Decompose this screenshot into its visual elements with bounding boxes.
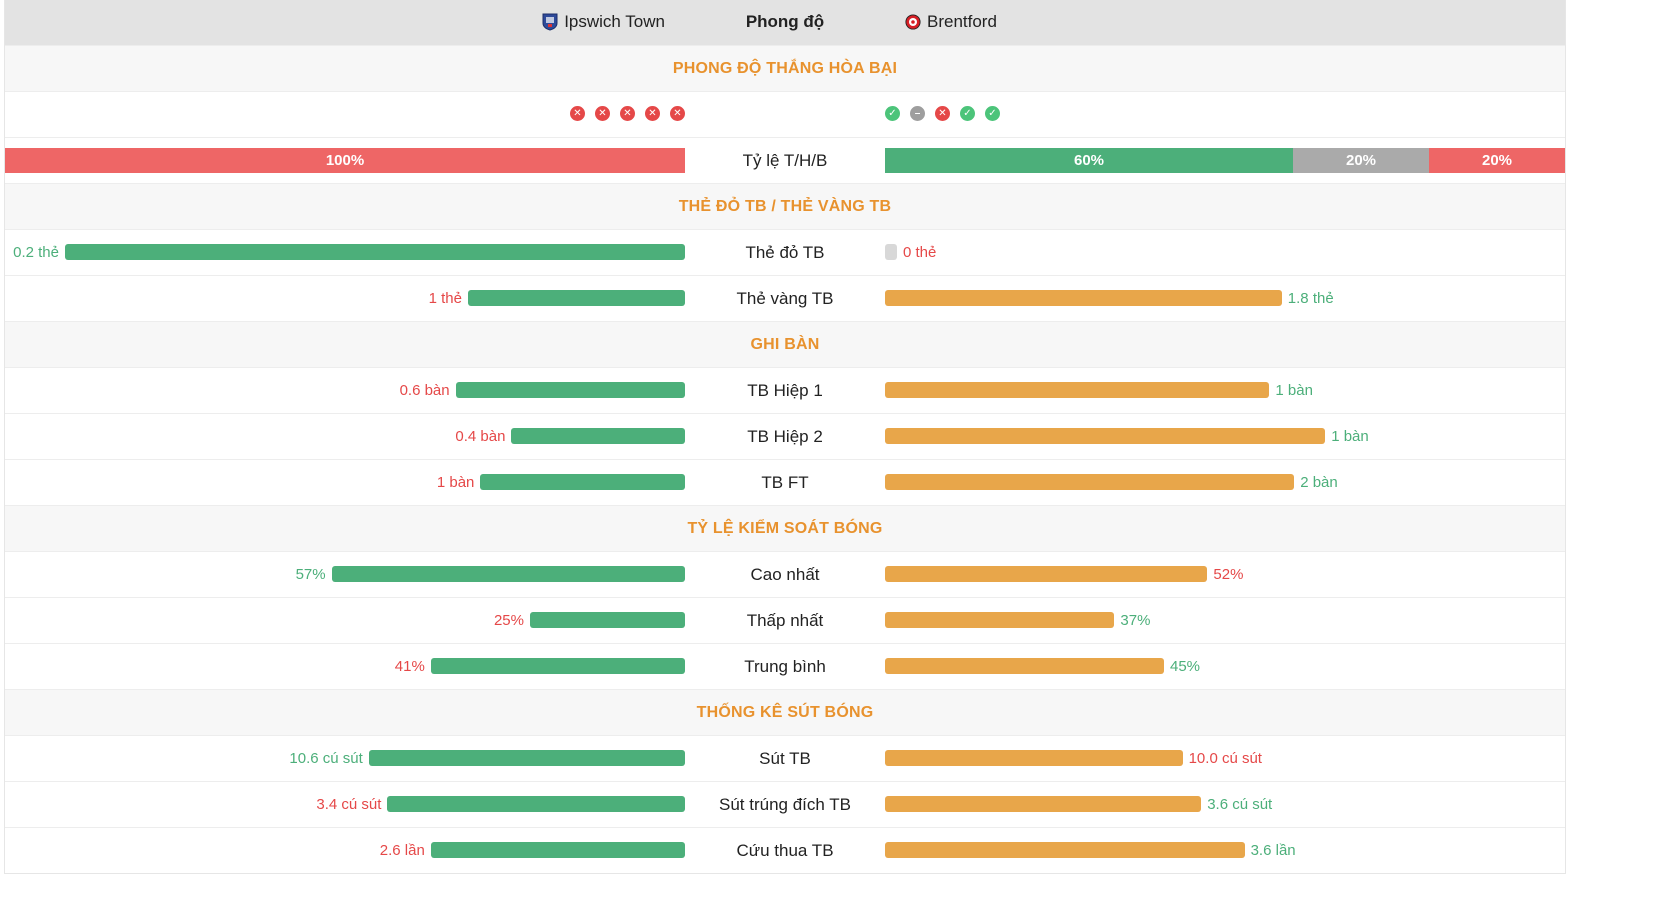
- home-stat-bar: [430, 842, 685, 858]
- stat-label: Sút TB: [759, 749, 811, 768]
- away-stat-value: 2 bàn: [1300, 474, 1338, 491]
- header-title: Phong độ: [745, 12, 825, 31]
- away-stat-value: 0 thẻ: [903, 244, 937, 261]
- comparison-header: Ipswich Town Phong độ Brentford: [5, 0, 1565, 45]
- stat-label: TB Hiệp 2: [747, 427, 823, 446]
- win-icon: ✓: [960, 106, 975, 121]
- home-stat-bar: [430, 658, 685, 674]
- loss-icon: ✕: [620, 106, 635, 121]
- away-stat-bar: [885, 842, 1245, 858]
- away-stat-value: 1.8 thẻ: [1287, 290, 1334, 307]
- win-draw-loss-ratio-row: Tỷ lệ T/H/B 100% 60% 20% 20%: [5, 137, 1565, 183]
- home-stat-bar: [480, 474, 685, 490]
- home-stat-value: 1 bàn: [436, 474, 475, 491]
- comparison-panel: Ipswich Town Phong độ Brentford PHONG ĐỘ…: [4, 0, 1566, 874]
- away-ratio-segment: 20%: [1429, 148, 1565, 173]
- stat-row: 2.6 lần Cứu thua TB 3.6 lần: [5, 827, 1565, 873]
- stat-label: Thấp nhất: [746, 611, 824, 630]
- home-stat-bar: [368, 750, 685, 766]
- ipswich-crest-icon: [542, 13, 558, 31]
- away-stat-value: 1 bàn: [1275, 382, 1313, 399]
- stat-row: 1 thẻ Thẻ vàng TB 1.8 thẻ: [5, 275, 1565, 321]
- section-title: TỶ LỆ KIỂM SOÁT BÓNG: [5, 505, 1565, 551]
- draw-icon: –: [910, 106, 925, 121]
- loss-icon: ✕: [645, 106, 660, 121]
- stat-label: Trung bình: [744, 657, 826, 676]
- win-icon: ✓: [985, 106, 1000, 121]
- away-stat-bar: [885, 244, 897, 260]
- away-stat-bar: [885, 428, 1326, 444]
- home-stat-bar: [65, 244, 685, 260]
- away-form-icons: ✓ – ✕ ✓ ✓: [885, 106, 1000, 121]
- away-team[interactable]: Brentford: [905, 12, 997, 32]
- section-title: THỐNG KÊ SÚT BÓNG: [5, 689, 1565, 735]
- stat-label: TB FT: [761, 473, 809, 492]
- win-icon: ✓: [885, 106, 900, 121]
- away-stat-value: 3.6 lần: [1250, 842, 1296, 859]
- home-stat-value: 1 thẻ: [428, 290, 462, 307]
- away-team-name[interactable]: Brentford: [927, 12, 997, 31]
- home-stat-bar: [511, 428, 685, 444]
- home-stat-bar: [468, 290, 685, 306]
- loss-icon: ✕: [935, 106, 950, 121]
- home-stat-value: 2.6 lần: [379, 842, 425, 859]
- stat-row: 3.4 cú sút Sút trúng đích TB 3.6 cú sút: [5, 781, 1565, 827]
- away-stat-bar: [885, 750, 1183, 766]
- stat-label: Sút trúng đích TB: [719, 795, 851, 814]
- home-stat-value: 0.2 thẻ: [13, 244, 59, 261]
- home-stat-bar: [387, 796, 685, 812]
- away-stat-bar: [885, 796, 1202, 812]
- brentford-crest-icon: [905, 14, 921, 30]
- away-stat-value: 37%: [1120, 612, 1151, 629]
- home-stat-value: 0.4 bàn: [455, 428, 506, 445]
- home-stat-value: 25%: [493, 612, 524, 629]
- away-stat-value: 10.0 cú sút: [1188, 750, 1262, 767]
- section-title: THẺ ĐỎ TB / THẺ VÀNG TB: [5, 183, 1565, 229]
- away-stat-value: 52%: [1213, 566, 1244, 583]
- stat-row: 25% Thấp nhất 37%: [5, 597, 1565, 643]
- home-ratio-segment: 100%: [5, 148, 685, 173]
- away-ratio-segment: 20%: [1293, 148, 1429, 173]
- stat-row: 41% Trung bình 45%: [5, 643, 1565, 689]
- form-row: ✕ ✕ ✕ ✕ ✕ ✓ – ✕ ✓ ✓: [5, 91, 1565, 137]
- home-team-name[interactable]: Ipswich Town: [564, 12, 665, 31]
- away-stat-value: 3.6 cú sút: [1207, 796, 1273, 813]
- away-ratio-segment: 60%: [885, 148, 1293, 173]
- stat-label: Cứu thua TB: [736, 841, 834, 860]
- home-stat-value: 10.6 cú sút: [289, 750, 363, 767]
- home-stat-value: 57%: [295, 566, 326, 583]
- away-stat-value: 45%: [1170, 658, 1201, 675]
- stat-label: TB Hiệp 1: [747, 381, 823, 400]
- section-title: GHI BÀN: [5, 321, 1565, 367]
- away-stat-bar: [885, 474, 1295, 490]
- away-stat-bar: [885, 290, 1282, 306]
- home-team[interactable]: Ipswich Town: [542, 12, 665, 32]
- stat-label: Thẻ vàng TB: [736, 289, 834, 308]
- stat-row: 0.6 bàn TB Hiệp 1 1 bàn: [5, 367, 1565, 413]
- home-form-icons: ✕ ✕ ✕ ✕ ✕: [570, 106, 685, 121]
- home-stat-value: 0.6 bàn: [399, 382, 450, 399]
- away-stat-bar: [885, 566, 1208, 582]
- stat-label: Cao nhất: [750, 565, 820, 584]
- away-stat-value: 1 bàn: [1331, 428, 1369, 445]
- loss-icon: ✕: [570, 106, 585, 121]
- home-stat-value: 3.4 cú sút: [316, 796, 382, 813]
- home-stat-bar: [331, 566, 685, 582]
- away-stat-bar: [885, 658, 1164, 674]
- home-stat-bar: [455, 382, 685, 398]
- stat-row: 57% Cao nhất 52%: [5, 551, 1565, 597]
- stat-row: 1 bàn TB FT 2 bàn: [5, 459, 1565, 505]
- stat-label: Thẻ đỏ TB: [745, 243, 825, 262]
- home-stat-value: 41%: [394, 658, 425, 675]
- stat-row: 0.2 thẻ Thẻ đỏ TB 0 thẻ: [5, 229, 1565, 275]
- away-stat-bar: [885, 382, 1270, 398]
- ratio-label: Tỷ lệ T/H/B: [742, 151, 828, 170]
- loss-icon: ✕: [595, 106, 610, 121]
- loss-icon: ✕: [670, 106, 685, 121]
- section-title-form: PHONG ĐỘ THẮNG HÒA BẠI: [5, 45, 1565, 91]
- home-stat-bar: [530, 612, 685, 628]
- stat-row: 10.6 cú sút Sút TB 10.0 cú sút: [5, 735, 1565, 781]
- away-stat-bar: [885, 612, 1115, 628]
- stat-row: 0.4 bàn TB Hiệp 2 1 bàn: [5, 413, 1565, 459]
